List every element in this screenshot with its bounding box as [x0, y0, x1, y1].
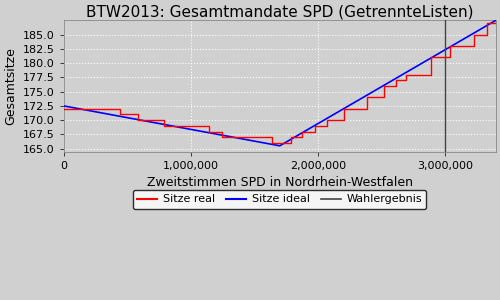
Title: BTW2013: Gesamtmandate SPD (GetrennteListen): BTW2013: Gesamtmandate SPD (GetrennteLis… — [86, 4, 473, 19]
Legend: Sitze real, Sitze ideal, Wahlergebnis: Sitze real, Sitze ideal, Wahlergebnis — [133, 190, 426, 209]
X-axis label: Zweitstimmen SPD in Nordrhein-Westfalen: Zweitstimmen SPD in Nordrhein-Westfalen — [146, 176, 412, 189]
Y-axis label: Gesamtsitze: Gesamtsitze — [4, 47, 17, 125]
